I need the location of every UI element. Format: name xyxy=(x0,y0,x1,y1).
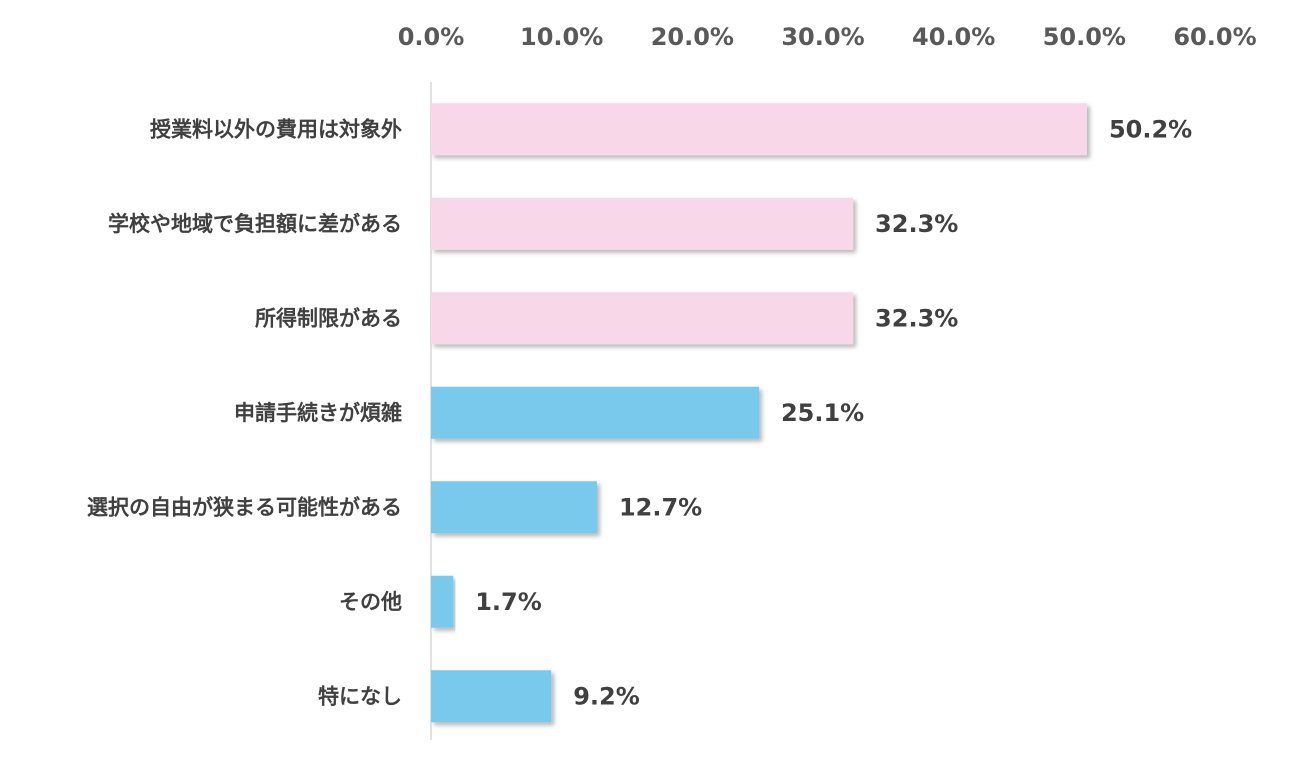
bars xyxy=(431,103,1087,723)
x-tick-label: 30.0% xyxy=(781,23,864,51)
bar xyxy=(431,197,854,250)
x-tick-label: 40.0% xyxy=(912,23,995,51)
x-tick-label: 50.0% xyxy=(1043,23,1126,51)
bar xyxy=(431,103,1087,156)
bar xyxy=(431,670,552,723)
x-tick-label: 60.0% xyxy=(1173,23,1256,51)
x-tick-label: 0.0% xyxy=(398,23,465,51)
value-labels: 50.2% 32.3% 32.3% 25.1% 12.7% 1.7% 9.2% xyxy=(475,115,1192,710)
data-label: 32.3% xyxy=(875,210,958,238)
bar xyxy=(431,292,854,345)
data-label: 1.7% xyxy=(475,588,542,616)
data-label: 12.7% xyxy=(619,493,702,521)
category-label: その他 xyxy=(339,590,402,614)
bar xyxy=(431,575,454,628)
category-label: 申請手続きが煩雑 xyxy=(234,401,402,425)
category-label: 所得制限がある xyxy=(255,306,402,330)
category-label: 特になし xyxy=(318,684,402,708)
bar xyxy=(431,386,759,439)
x-axis-tick-labels: 0.0% 10.0% 20.0% 30.0% 40.0% 50.0% 60.0% xyxy=(398,23,1257,51)
bar xyxy=(431,481,597,534)
category-label: 選択の自由が狭まる可能性がある xyxy=(87,495,402,519)
category-labels: 授業料以外の費用は対象外学校や地域で負担額に差がある所得制限がある申請手続きが煩… xyxy=(87,117,402,708)
data-label: 32.3% xyxy=(875,304,958,332)
x-tick-label: 20.0% xyxy=(651,23,734,51)
data-label: 25.1% xyxy=(781,399,864,427)
data-label: 50.2% xyxy=(1109,115,1192,143)
category-label: 学校や地域で負担額に差がある xyxy=(108,212,402,236)
category-label: 授業料以外の費用は対象外 xyxy=(150,117,402,141)
data-label: 9.2% xyxy=(573,682,640,710)
x-tick-label: 10.0% xyxy=(520,23,603,51)
